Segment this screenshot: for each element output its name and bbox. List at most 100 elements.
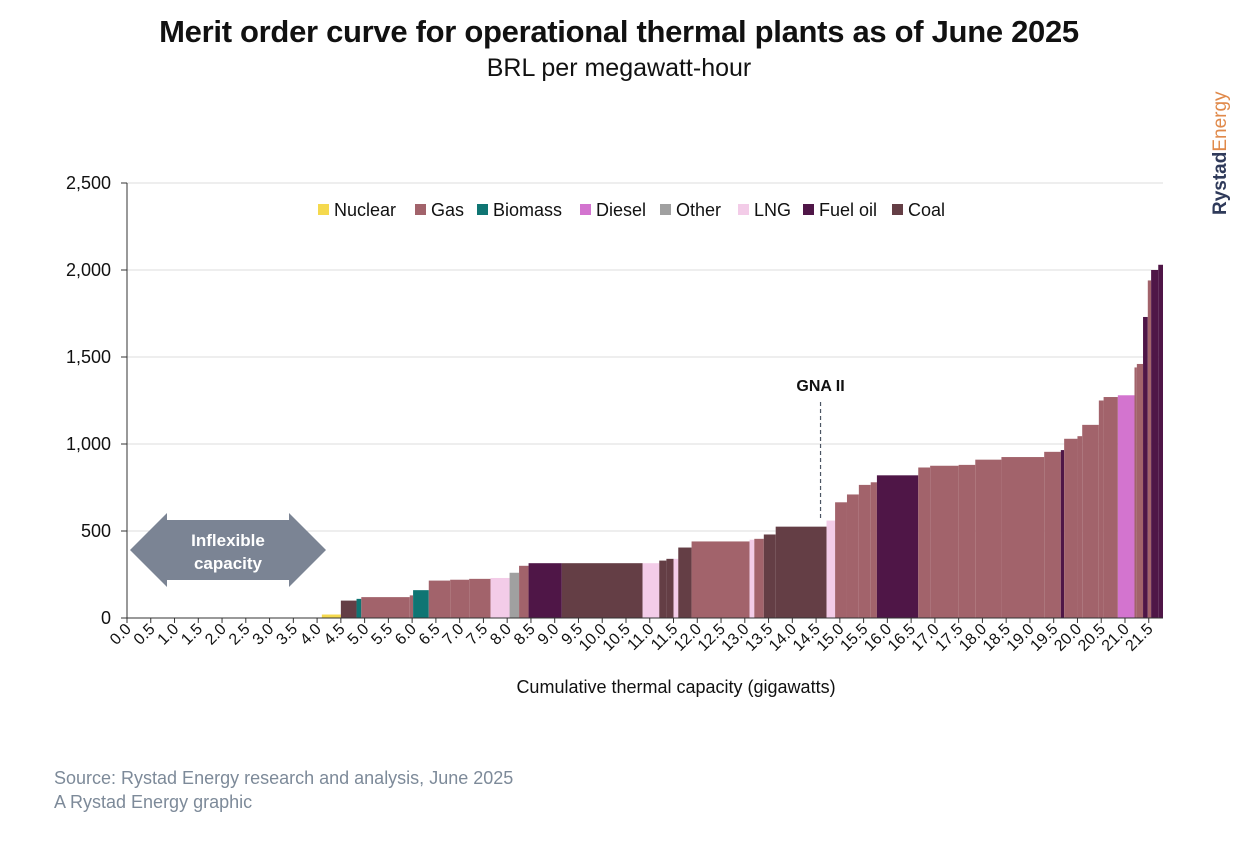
bar-gas xyxy=(428,580,451,618)
bar-gas xyxy=(958,464,976,618)
x-tick-label: 3.0 xyxy=(250,621,278,649)
bar-gas xyxy=(1103,397,1118,618)
legend: Nuclear Gas Biomass Diesel Other LNG Fuel oil C… xyxy=(318,200,945,220)
x-tick-label: 5.0 xyxy=(345,621,373,649)
bar-gas xyxy=(975,459,1002,618)
legend-label: LNG xyxy=(754,200,791,220)
legend-label: Nuclear xyxy=(334,200,396,220)
bar-gas xyxy=(469,578,491,618)
x-tick-label: 2.5 xyxy=(226,621,254,649)
y-tick-label: 0 xyxy=(101,608,111,628)
x-tick-label: 1.5 xyxy=(178,621,206,649)
x-axis-label: Cumulative thermal capacity (gigawatts) xyxy=(516,677,836,697)
bar-gas xyxy=(1082,424,1099,618)
bar-coal xyxy=(561,563,643,618)
gna-ii-label: GNA II xyxy=(796,378,844,395)
x-tick-label: 6.5 xyxy=(416,621,444,649)
x-tick-label: 0.5 xyxy=(131,621,159,649)
x-tick-label: 4.0 xyxy=(297,621,325,649)
bar-nuclear xyxy=(321,614,341,618)
bar-other xyxy=(509,572,520,618)
bar-lng xyxy=(642,563,660,618)
bar-gas xyxy=(870,482,877,618)
bar-gas xyxy=(1147,280,1152,618)
legend-swatch xyxy=(318,204,329,215)
y-tick-label: 500 xyxy=(81,521,111,541)
bar-fuel-oil xyxy=(876,475,919,618)
bar-coal xyxy=(775,526,827,618)
bar-gas xyxy=(450,579,470,618)
bar-coal xyxy=(678,547,692,618)
x-tick-label: 9.0 xyxy=(535,621,563,649)
chart-title: Merit order curve for operational therma… xyxy=(159,14,1079,49)
bar-gas xyxy=(691,541,750,618)
bar-diesel xyxy=(1117,395,1135,618)
x-tick-label: 3.5 xyxy=(273,621,301,649)
bar-lng xyxy=(490,577,510,618)
y-tick-label: 1,500 xyxy=(66,347,111,367)
bar-biomass xyxy=(356,598,362,618)
bar-gas xyxy=(1136,363,1144,618)
bar-gas xyxy=(1098,400,1104,618)
bar-series xyxy=(321,264,1163,618)
inflexible-capacity-label: capacity xyxy=(194,554,263,573)
bar-biomass xyxy=(413,590,429,618)
x-tick-label: 7.0 xyxy=(440,621,468,649)
y-tick-label: 2,500 xyxy=(66,173,111,193)
source-note: Source: Rystad Energy research and analy… xyxy=(54,766,513,814)
legend-label: Coal xyxy=(908,200,945,220)
y-tick-label: 1,000 xyxy=(66,434,111,454)
legend-swatch xyxy=(660,204,671,215)
bar-gas xyxy=(918,467,931,618)
x-tick-label: 5.5 xyxy=(368,621,396,649)
bar-gas xyxy=(519,565,529,618)
x-tick-label: 1.0 xyxy=(155,621,183,649)
bar-gas xyxy=(1077,436,1083,618)
bar-gas xyxy=(361,597,410,618)
y-tick-labels: 0 500 1,000 1,500 2,000 2,500 xyxy=(66,173,111,628)
bar-fuel-oil xyxy=(528,563,562,618)
bar-gas xyxy=(1044,451,1061,618)
x-tick-label: 6.0 xyxy=(392,621,420,649)
bar-gas xyxy=(835,502,847,618)
bar-coal xyxy=(340,600,357,618)
inflexible-capacity-arrow xyxy=(130,513,326,587)
bar-gas xyxy=(858,484,871,618)
legend-swatch xyxy=(803,204,814,215)
bar-fuel-oil xyxy=(1158,264,1163,618)
legend-label: Gas xyxy=(431,200,464,220)
grid-lines xyxy=(121,182,1163,619)
x-tick-label: 2.0 xyxy=(202,621,230,649)
legend-label: Diesel xyxy=(596,200,646,220)
bar-gas xyxy=(846,494,859,618)
bar-fuel-oil xyxy=(1143,316,1148,618)
credit-line: A Rystad Energy graphic xyxy=(54,792,253,812)
x-tick-label: 0.0 xyxy=(107,621,135,649)
x-tick-label: 8.5 xyxy=(511,621,539,649)
x-tick-label: 4.5 xyxy=(321,621,349,649)
bar-gas xyxy=(754,538,764,618)
legend-label: Biomass xyxy=(493,200,562,220)
inflexible-capacity-label: Inflexible xyxy=(191,531,265,550)
bar-coal xyxy=(763,534,776,618)
legend-swatch xyxy=(415,204,426,215)
bar-gas xyxy=(930,465,959,618)
annotations: GNA II Inflexible capacity xyxy=(130,378,845,587)
x-tick-label: 21.5 xyxy=(1123,621,1157,655)
legend-swatch xyxy=(738,204,749,215)
bar-coal xyxy=(666,558,674,618)
legend-label: Fuel oil xyxy=(819,200,877,220)
x-tick-labels: 0.00.51.01.52.02.53.03.54.04.55.05.56.06… xyxy=(107,618,1157,655)
y-tick-label: 2,000 xyxy=(66,260,111,280)
bar-lng xyxy=(673,558,679,618)
legend-swatch xyxy=(580,204,591,215)
x-tick-label: 8.0 xyxy=(487,621,515,649)
bar-gas xyxy=(1064,438,1078,618)
bar-fuel-oil xyxy=(1151,270,1159,618)
chart-subtitle: BRL per megawatt-hour xyxy=(486,54,752,82)
legend-label: Other xyxy=(676,200,721,220)
bar-lng xyxy=(826,520,836,618)
bar-lng xyxy=(749,539,755,618)
axes xyxy=(126,183,1163,619)
